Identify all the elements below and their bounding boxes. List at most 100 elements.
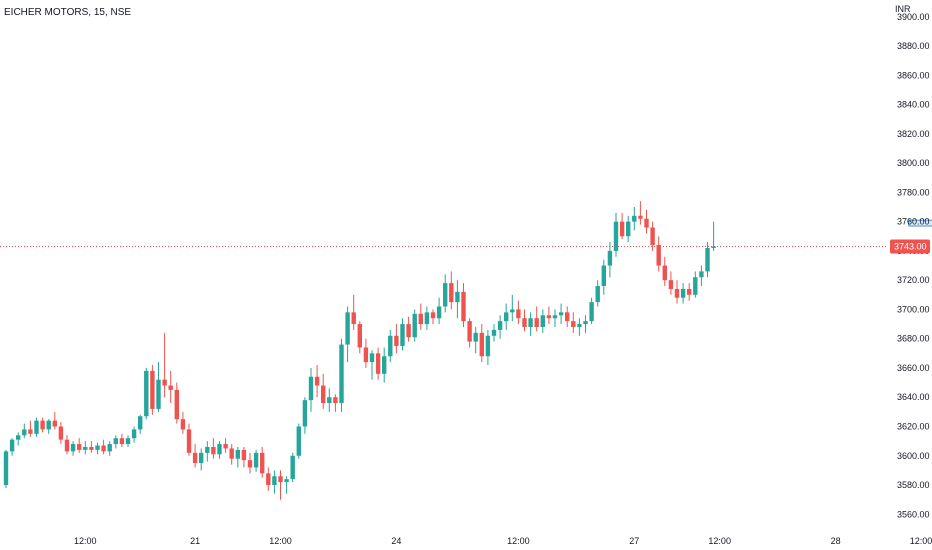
candle bbox=[619, 212, 625, 240]
candle bbox=[3, 449, 9, 488]
candle bbox=[388, 329, 393, 363]
candle bbox=[199, 448, 204, 471]
candle-body bbox=[351, 312, 356, 325]
x-tick-label: 12:00 bbox=[708, 536, 731, 546]
candle-body bbox=[101, 445, 106, 452]
candle bbox=[52, 411, 57, 430]
candle-body bbox=[528, 318, 533, 327]
candle-body bbox=[565, 312, 570, 322]
x-tick-label: 12:00 bbox=[269, 536, 292, 546]
candle-body bbox=[113, 438, 118, 445]
candle-body bbox=[168, 385, 173, 390]
candle bbox=[150, 365, 155, 415]
candle bbox=[345, 306, 350, 363]
candle-body bbox=[406, 324, 411, 338]
resistance-zone-layer bbox=[908, 219, 932, 227]
candle bbox=[558, 303, 564, 325]
candle bbox=[186, 423, 192, 456]
candle-body bbox=[424, 312, 430, 325]
candle-body bbox=[144, 370, 149, 417]
candle-body bbox=[711, 246, 716, 248]
candle-body bbox=[321, 385, 326, 404]
candle bbox=[253, 449, 259, 472]
plot-area bbox=[0, 201, 932, 500]
candle bbox=[443, 274, 448, 313]
candle bbox=[687, 283, 692, 301]
candle bbox=[711, 221, 716, 251]
candle bbox=[589, 297, 594, 325]
candle-body bbox=[443, 283, 448, 307]
candle bbox=[382, 347, 387, 383]
candle bbox=[534, 306, 539, 332]
candle-body bbox=[284, 479, 289, 483]
candle-body bbox=[687, 288, 692, 295]
candle bbox=[699, 265, 704, 287]
candle-body bbox=[394, 335, 399, 347]
candle-body bbox=[705, 247, 710, 272]
candle bbox=[626, 215, 631, 243]
candle bbox=[321, 373, 326, 409]
candle-body bbox=[662, 265, 667, 281]
candle bbox=[680, 283, 686, 304]
candle bbox=[504, 303, 509, 330]
candle-body bbox=[192, 452, 198, 464]
candle bbox=[83, 441, 88, 455]
x-tick-label: 12:00 bbox=[910, 536, 932, 546]
candle bbox=[260, 446, 265, 478]
candle-body bbox=[607, 250, 613, 266]
candle bbox=[205, 441, 210, 462]
candle-body bbox=[455, 291, 460, 303]
candle bbox=[16, 432, 21, 446]
candle-body bbox=[95, 445, 100, 450]
candle bbox=[656, 236, 661, 272]
candle-body bbox=[296, 426, 301, 456]
candle-body bbox=[461, 291, 466, 322]
candle-body bbox=[46, 420, 51, 430]
candle bbox=[339, 338, 344, 412]
candle-body bbox=[119, 438, 125, 445]
candle-body bbox=[302, 400, 308, 427]
candle bbox=[162, 332, 167, 398]
candle bbox=[107, 441, 112, 456]
candle bbox=[497, 315, 503, 339]
candle bbox=[546, 306, 552, 325]
candle-body bbox=[601, 265, 606, 287]
candle-body bbox=[229, 448, 234, 459]
candle bbox=[406, 316, 411, 342]
candle-body bbox=[107, 444, 112, 452]
candle bbox=[351, 294, 356, 330]
candle bbox=[705, 242, 710, 278]
candle bbox=[95, 442, 100, 455]
candle-body bbox=[83, 446, 88, 450]
chart-title: EICHER MOTORS, 15, NSE bbox=[4, 7, 131, 18]
candle bbox=[412, 309, 417, 342]
candle bbox=[229, 444, 234, 465]
candle-body bbox=[339, 344, 344, 404]
candle bbox=[571, 312, 576, 333]
candle bbox=[601, 259, 606, 295]
candle-body bbox=[656, 245, 661, 266]
candle bbox=[241, 446, 247, 468]
candle-body bbox=[64, 439, 70, 452]
candle bbox=[40, 417, 45, 433]
candle bbox=[693, 271, 698, 298]
candle bbox=[491, 324, 497, 342]
candle-body bbox=[449, 283, 454, 303]
candle-body bbox=[595, 286, 600, 303]
candle bbox=[662, 256, 667, 287]
candle-body bbox=[156, 379, 161, 409]
candle-body bbox=[632, 215, 637, 222]
candle-body bbox=[388, 335, 393, 357]
candle-body bbox=[253, 452, 259, 468]
candle-body bbox=[558, 312, 564, 316]
candle-body bbox=[205, 446, 210, 453]
candles-layer bbox=[3, 201, 716, 500]
candle-body bbox=[290, 455, 295, 480]
candle-body bbox=[278, 476, 283, 483]
candle-body bbox=[52, 420, 57, 427]
candle-body bbox=[235, 449, 240, 459]
candle-body bbox=[613, 221, 619, 251]
candle-body bbox=[485, 335, 491, 357]
candle bbox=[77, 438, 82, 453]
candle bbox=[247, 452, 253, 474]
